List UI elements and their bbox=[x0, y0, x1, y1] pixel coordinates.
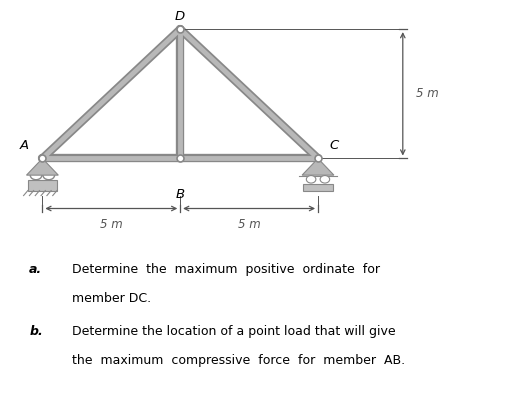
Polygon shape bbox=[26, 158, 58, 175]
Polygon shape bbox=[28, 180, 57, 191]
Circle shape bbox=[320, 176, 330, 183]
Text: 5 m: 5 m bbox=[416, 87, 439, 100]
Text: the  maximum  compressive  force  for  member  AB.: the maximum compressive force for member… bbox=[72, 354, 405, 367]
Text: 5 m: 5 m bbox=[238, 218, 260, 231]
Text: b.: b. bbox=[29, 325, 43, 338]
Text: C: C bbox=[330, 139, 339, 152]
Text: B: B bbox=[175, 188, 185, 201]
Text: A: A bbox=[20, 139, 29, 152]
Polygon shape bbox=[302, 158, 334, 175]
Text: 5 m: 5 m bbox=[100, 218, 122, 231]
Circle shape bbox=[306, 176, 316, 183]
Text: a.: a. bbox=[29, 263, 42, 276]
Polygon shape bbox=[303, 184, 333, 191]
Text: Determine  the  maximum  positive  ordinate  for: Determine the maximum positive ordinate … bbox=[72, 263, 379, 276]
Text: member DC.: member DC. bbox=[72, 292, 151, 305]
Text: Determine the location of a point load that will give: Determine the location of a point load t… bbox=[72, 325, 395, 338]
Text: D: D bbox=[175, 10, 186, 23]
